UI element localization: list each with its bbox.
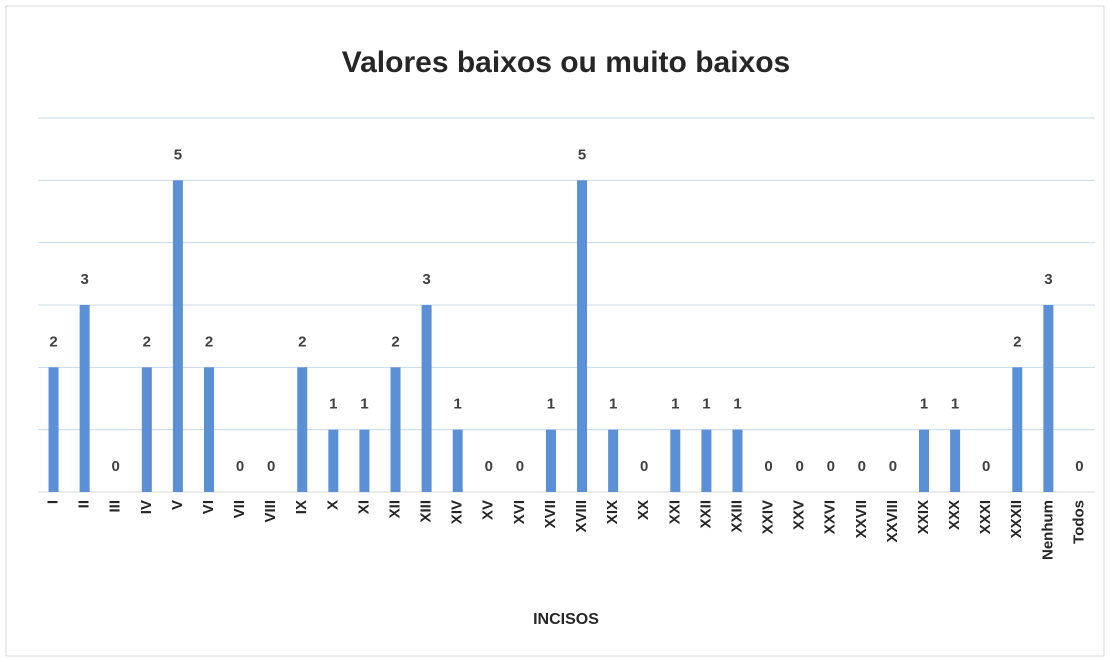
x-tick-label: XXVII [853,500,870,538]
bar [48,367,59,492]
x-tick-label: XX [635,500,652,520]
data-label: 0 [1075,458,1083,475]
data-label: 3 [422,271,430,288]
x-tick-label: VII [231,500,248,518]
bar [608,429,619,492]
x-axis-title: INCISOS [533,611,599,628]
x-tick-label: II [76,500,93,508]
bar [732,429,743,492]
x-tick-label: Nenhum [1039,500,1056,560]
bar [1043,305,1054,492]
x-tick-label: IV [138,500,155,514]
bar [452,429,463,492]
data-label: 0 [516,458,524,475]
data-label: 1 [547,396,555,413]
x-tick-label: III [107,500,124,513]
x-tick-label: XVI [511,500,528,524]
x-tick-label: I [45,500,62,504]
data-label: 0 [236,458,244,475]
x-tick-label: VI [200,500,217,514]
bar [203,367,214,492]
bar [390,367,401,492]
data-label: 0 [640,458,648,475]
data-label: 1 [951,396,959,413]
data-label: 0 [112,458,120,475]
data-label: 5 [174,146,182,163]
data-label: 3 [1044,271,1052,288]
x-tick-label: IX [293,500,310,514]
x-tick-label: X [324,500,341,510]
x-tick-label: XXIX [915,500,932,534]
bar [545,429,556,492]
x-tick-label: XXVIII [884,500,901,543]
data-label: 2 [298,333,306,350]
x-tick-label: XXIII [728,500,745,533]
data-label: 0 [858,458,866,475]
x-tick-label: XV [480,500,497,520]
data-label: 0 [982,458,990,475]
x-tick-label: XXXII [1008,500,1025,538]
data-label: 0 [267,458,275,475]
x-tick-label: XXXI [977,500,994,534]
data-label: 1 [609,396,617,413]
data-label: 2 [205,333,213,350]
data-label: 2 [1013,333,1021,350]
bar [1012,367,1023,492]
x-tick-label: VIII [262,500,279,523]
bar [670,429,681,492]
x-tick-label: XXV [791,500,808,530]
x-tick-label: XVII [542,500,559,528]
x-tick-label: XIV [449,500,466,524]
data-label: 3 [80,271,88,288]
x-tick-label: XIII [418,500,435,523]
bar [328,429,339,492]
data-label: 1 [360,396,368,413]
bar [950,429,961,492]
data-label: 1 [329,396,337,413]
data-label: 2 [391,333,399,350]
bar [701,429,712,492]
data-label: 0 [764,458,772,475]
x-tick-label: XXIV [760,500,777,534]
data-label: 2 [143,333,151,350]
chart-border [5,5,1105,657]
bar [297,367,308,492]
data-label: 1 [454,396,462,413]
bar [359,429,370,492]
data-label: 1 [733,396,741,413]
data-label: 0 [827,458,835,475]
data-label: 1 [671,396,679,413]
data-label: 0 [795,458,803,475]
x-tick-label: XI [355,500,372,514]
x-tick-label: XII [386,500,403,518]
x-tick-label: XXI [666,500,683,524]
x-tick-label: Todos [1070,500,1087,544]
x-tick-label: XXX [946,500,963,530]
data-label: 0 [485,458,493,475]
bar [172,180,183,493]
bar [421,305,432,492]
chart-title: Valores baixos ou muito baixos [342,46,790,79]
x-tick-label: XXVI [822,500,839,534]
data-label: 0 [889,458,897,475]
bar [79,305,90,492]
bar [577,180,588,493]
x-tick-label: XXII [697,500,714,528]
data-label: 5 [578,146,586,163]
x-tick-label: XVIII [573,500,590,533]
bar [919,429,930,492]
data-label: 2 [49,333,57,350]
data-label: 1 [702,396,710,413]
bar [141,367,152,492]
data-label: 1 [920,396,928,413]
x-tick-label: V [169,500,186,510]
x-tick-label: XIX [604,500,621,524]
